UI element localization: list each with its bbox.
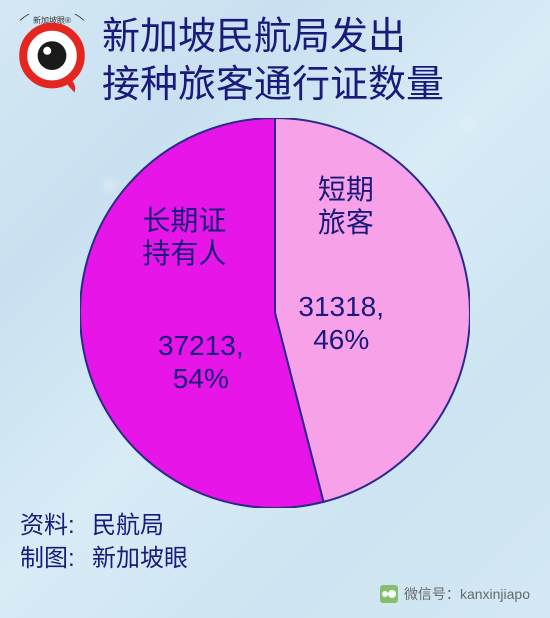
slice-name-long_term: 长期证持有人	[142, 204, 226, 271]
pie-svg	[80, 118, 470, 508]
source-value-data: 民航局	[92, 509, 164, 543]
slice-value-pct-long_term: 54%	[158, 362, 244, 396]
chart-title: 新加坡民航局发出 接种旅客通行证数量	[102, 14, 444, 109]
source-label-author: 制图:	[20, 542, 92, 576]
source-label-data: 资料:	[20, 509, 92, 543]
slice-value-num-short_term: 31318,	[298, 290, 384, 324]
slice-name-line1-long_term: 长期证	[142, 204, 226, 238]
eye-logo-icon: 新加坡眼®	[12, 14, 92, 94]
slice-value-short_term: 31318,46%	[298, 290, 384, 357]
slice-name-line1-short_term: 短期	[318, 173, 374, 207]
wechat-icon	[380, 585, 398, 603]
slice-name-line2-long_term: 持有人	[142, 237, 226, 271]
brand-logo: 新加坡眼®	[12, 14, 92, 94]
infographic-content: 新加坡眼® 新加坡民航局发出 接种旅客通行证数量 长期证持有人 37213,54%…	[0, 0, 550, 618]
slice-value-num-long_term: 37213,	[158, 329, 244, 363]
source-block: 资料: 民航局 制图: 新加坡眼	[20, 509, 188, 576]
watermark-id: kanxinjiapo	[460, 586, 530, 602]
title-line-2: 接种旅客通行证数量	[102, 62, 444, 110]
watermark-text: 微信号：kanxinjiapo	[404, 584, 530, 604]
slice-name-short_term: 短期旅客	[318, 173, 374, 240]
source-row-data: 资料: 民航局	[20, 509, 188, 543]
source-value-author: 新加坡眼	[92, 542, 188, 576]
pie-chart: 长期证持有人 37213,54% 短期旅客 31318,46%	[80, 118, 470, 508]
slice-value-long_term: 37213,54%	[158, 329, 244, 396]
source-row-author: 制图: 新加坡眼	[20, 542, 188, 576]
wechat-watermark: 微信号：kanxinjiapo	[380, 584, 530, 604]
slice-value-pct-short_term: 46%	[298, 323, 384, 357]
title-line-1: 新加坡民航局发出	[102, 14, 444, 62]
watermark-prefix: 微信号：	[404, 586, 460, 602]
slice-name-line2-short_term: 旅客	[318, 206, 374, 240]
